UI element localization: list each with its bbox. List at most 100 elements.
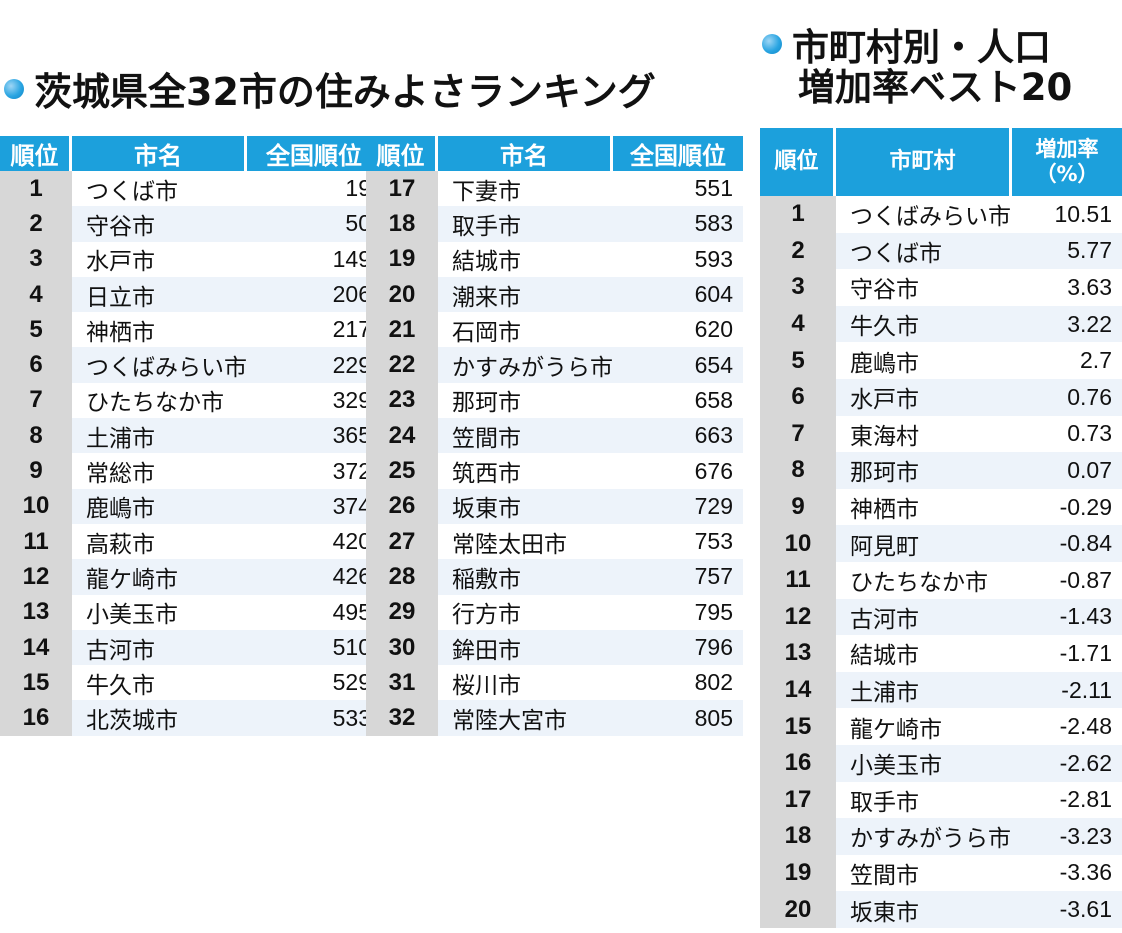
value-cell: 658 — [694, 386, 733, 413]
name-cell: ひたちなか市 — [86, 390, 224, 417]
name-cell: 小美玉市 — [86, 602, 178, 629]
blue-circle-bullet-icon — [4, 79, 24, 99]
table-row: 14 古河市 510 — [0, 629, 381, 666]
table-header-row: 順位 市名 全国順位 — [0, 136, 381, 171]
rank-cell: 12 — [0, 559, 72, 595]
table-row: 24 笠間市 663 — [366, 418, 743, 454]
table-row: 11 ひたちなか市 -0.87 — [760, 561, 1122, 599]
value-cell: 495 — [332, 598, 371, 625]
value-cell: 676 — [694, 457, 733, 484]
value-cell: -3.61 — [1012, 891, 1122, 928]
rank-cell: 1 — [760, 196, 836, 233]
name-cell: 那珂市 — [452, 390, 521, 417]
value-cell: 802 — [694, 669, 733, 696]
rank-cell: 15 — [760, 708, 836, 745]
name-cell: 結城市 — [850, 643, 919, 670]
name-cell: 日立市 — [72, 276, 247, 313]
blue-circle-bullet-icon — [762, 34, 782, 54]
rank-cell: 32 — [366, 700, 438, 736]
value-cell: 663 — [613, 418, 743, 454]
rank-cell: 11 — [0, 523, 72, 560]
table-row: 8 那珂市 0.07 — [760, 452, 1122, 489]
value-cell: 551 — [694, 175, 733, 202]
table-row: 15 龍ケ崎市 -2.48 — [760, 708, 1122, 745]
name-cell: かすみがうら市 — [836, 818, 1012, 855]
table-row: 19 結城市 593 — [366, 241, 743, 277]
name-cell: 牛久市 — [836, 305, 1012, 343]
value-cell: 0.73 — [1067, 420, 1112, 447]
rank-cell: 28 — [366, 559, 438, 595]
rank-cell: 29 — [366, 594, 438, 630]
rank-cell: 24 — [366, 418, 438, 454]
table-row: 6 水戸市 0.76 — [760, 378, 1122, 416]
value-cell: 10.51 — [1054, 200, 1112, 227]
name-cell: 取手市 — [850, 789, 919, 816]
value-cell: 374 — [247, 488, 381, 524]
table-row: 5 神栖市 217 — [0, 312, 381, 348]
table-row: 16 小美玉市 -2.62 — [760, 744, 1122, 782]
rank-cell: 5 — [760, 342, 836, 379]
table-row: 23 那珂市 658 — [366, 382, 743, 419]
value-cell: 3.22 — [1012, 305, 1122, 343]
table-row: 19 笠間市 -3.36 — [760, 854, 1122, 892]
value-cell: -2.81 — [1059, 786, 1112, 813]
name-cell: 東海村 — [850, 423, 919, 450]
ranking-title-text: 茨城県全32市の住みよさランキング — [34, 70, 656, 114]
value-cell: 5.77 — [1012, 232, 1122, 270]
header-city: 市名 — [438, 136, 613, 171]
value-cell: 805 — [613, 700, 743, 736]
name-cell: 土浦市 — [836, 671, 1012, 709]
name-cell: 桜川市 — [452, 672, 521, 699]
rank-cell: 18 — [760, 818, 836, 855]
table-row: 10 鹿嶋市 374 — [0, 488, 381, 524]
rank-cell: 30 — [366, 629, 438, 666]
value-cell: 19 — [345, 175, 371, 202]
rank-cell: 16 — [760, 744, 836, 782]
table-row: 25 筑西市 676 — [366, 453, 743, 489]
table-row: 2 つくば市 5.77 — [760, 232, 1122, 270]
value-cell: 604 — [613, 276, 743, 313]
value-cell: 420 — [332, 528, 371, 555]
value-cell: 229 — [247, 347, 381, 383]
table-row: 16 北茨城市 533 — [0, 700, 381, 736]
table-row: 29 行方市 795 — [366, 594, 743, 630]
value-cell: 217 — [332, 316, 371, 343]
value-cell: 620 — [694, 316, 733, 343]
value-cell: 3.63 — [1067, 273, 1112, 300]
value-cell: 206 — [247, 276, 381, 313]
rank-cell: 17 — [366, 171, 438, 207]
name-cell: 守谷市 — [72, 206, 247, 242]
rank-cell: 10 — [0, 488, 72, 524]
rank-cell: 19 — [366, 241, 438, 277]
header-national-rank: 全国順位 — [613, 136, 743, 171]
name-cell: 水戸市 — [86, 249, 155, 276]
rank-cell: 25 — [366, 453, 438, 489]
value-cell: 757 — [613, 559, 743, 595]
name-cell: 稲敷市 — [438, 559, 613, 595]
name-cell: 小美玉市 — [836, 744, 1012, 782]
rank-cell: 11 — [760, 561, 836, 599]
rank-cell: 6 — [0, 347, 72, 383]
table-row: 30 鉾田市 796 — [366, 629, 743, 666]
header-national-rank: 全国順位 — [247, 136, 381, 171]
rank-cell: 18 — [366, 206, 438, 242]
value-cell: 529 — [332, 669, 371, 696]
rank-cell: 3 — [760, 269, 836, 306]
value-cell: -0.87 — [1059, 566, 1112, 593]
name-cell: つくば市 — [86, 178, 178, 205]
table-row: 28 稲敷市 757 — [366, 559, 743, 595]
table-row: 18 取手市 583 — [366, 206, 743, 242]
rank-cell: 7 — [0, 382, 72, 419]
table-row: 3 水戸市 149 — [0, 241, 381, 277]
growth-title: 市町村別・人口 増加率ベスト20 — [762, 28, 1072, 108]
table-row: 8 土浦市 365 — [0, 418, 381, 454]
value-cell: 0.76 — [1012, 378, 1122, 416]
rank-cell: 15 — [0, 665, 72, 701]
table-row: 12 古河市 -1.43 — [760, 598, 1122, 636]
table-row: 32 常陸大宮市 805 — [366, 700, 743, 736]
name-cell: 守谷市 — [850, 277, 919, 304]
rank-cell: 9 — [0, 453, 72, 489]
table-row: 12 龍ケ崎市 426 — [0, 559, 381, 595]
name-cell: 鹿嶋市 — [72, 488, 247, 524]
value-cell: 795 — [694, 598, 733, 625]
